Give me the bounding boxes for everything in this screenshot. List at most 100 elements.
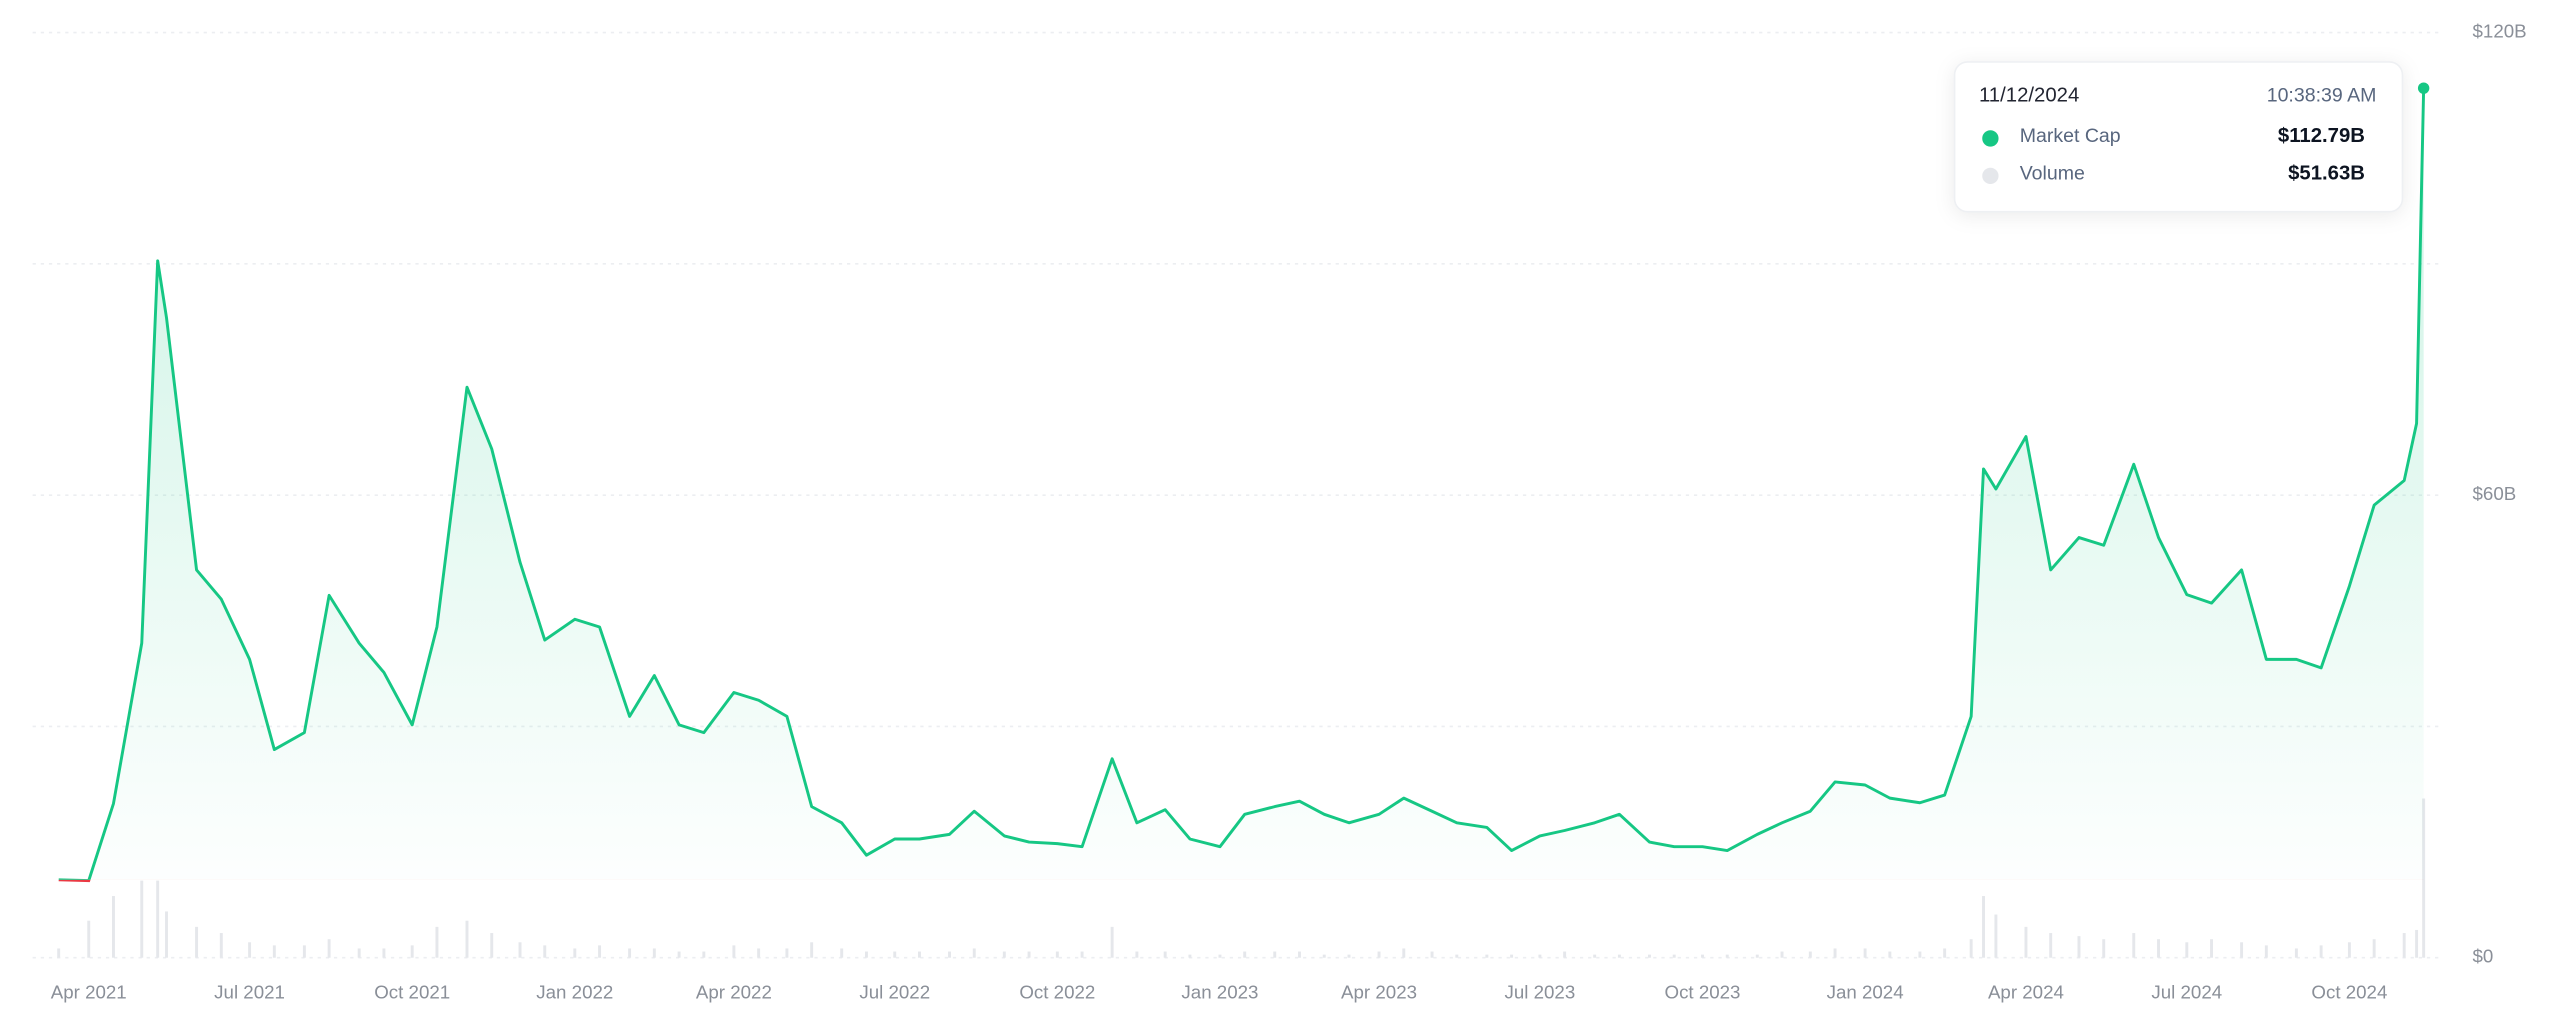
volume-bar	[302, 945, 306, 958]
volume-bar	[1648, 954, 1651, 958]
volume-bar	[2372, 939, 2376, 958]
volume-bar	[1593, 954, 1597, 958]
volume-bar	[702, 951, 706, 958]
volume-bar	[810, 942, 814, 958]
volume-bar	[1377, 951, 1381, 958]
x-tick-label: Apr 2024	[1988, 981, 2064, 1002]
volume-bar	[1055, 951, 1059, 958]
volume-bar	[1725, 954, 1729, 958]
x-tick-label: Apr 2023	[1341, 981, 1417, 1002]
legend-label[interactable]: Volume	[2020, 162, 2085, 184]
volume-bar	[465, 920, 469, 958]
volume-bar	[2319, 945, 2323, 958]
line	[58, 88, 2426, 880]
volume-bar	[1982, 896, 1985, 958]
volume-bar	[57, 948, 61, 958]
volume-bar	[1188, 954, 1192, 958]
volume-bar	[518, 942, 522, 958]
volume-bar	[1863, 948, 1867, 958]
volume-bar	[1002, 951, 1006, 958]
volume-bar	[1780, 951, 1784, 958]
volume-bar	[918, 951, 921, 958]
volume-bar	[677, 951, 681, 958]
legend-label[interactable]: Market Cap	[2020, 125, 2121, 147]
x-tick-label: Oct 2021	[374, 981, 450, 1002]
volume-bar	[628, 948, 632, 958]
volume-bar	[219, 933, 223, 958]
volume-bar	[2077, 936, 2081, 958]
x-tick-label: Jan 2022	[536, 981, 613, 1002]
volume-bar	[1273, 951, 1277, 958]
volume-bar	[382, 948, 386, 958]
volume-bar	[972, 948, 976, 958]
volume-bar	[1672, 954, 1676, 958]
volume-bar	[2240, 942, 2244, 958]
volume-bar	[1510, 954, 1514, 958]
x-tick-label: Oct 2024	[2311, 981, 2387, 1002]
volume-bar	[272, 945, 276, 958]
volume-bar	[2185, 942, 2189, 958]
volume-bar	[1808, 951, 1812, 958]
volume-bar	[1701, 954, 1704, 958]
tooltip-value: $51.63B	[2288, 163, 2365, 185]
volume-bar	[1888, 951, 1892, 958]
volume-bar	[165, 911, 168, 958]
volume-bar	[864, 951, 868, 958]
volume-bar	[1322, 954, 1326, 958]
volume-bar	[785, 948, 789, 958]
volume-bar	[112, 896, 115, 958]
tooltip-date: 11/12/2024	[1979, 84, 2079, 106]
y-tick-label: $0	[2473, 946, 2494, 967]
x-tick-label: Jul 2021	[214, 981, 285, 1002]
volume-bar	[652, 948, 656, 958]
volume-bar	[2264, 945, 2268, 958]
volume-bar	[1298, 951, 1301, 958]
volume-bar	[1430, 951, 1434, 958]
y-tick-label: $120B	[2473, 21, 2527, 42]
volume-bar	[1402, 948, 1406, 958]
volume-bar	[327, 939, 331, 958]
hover-point	[2417, 82, 2430, 94]
legend-marker	[1982, 167, 1999, 185]
x-tick-label: Jul 2022	[859, 981, 930, 1002]
volume-bar	[2157, 939, 2160, 958]
volume-bar	[410, 945, 414, 958]
volume-bar	[1347, 954, 1351, 958]
tooltip-time: 10:38:39 AM	[2267, 84, 2377, 106]
volume-bar	[1918, 951, 1922, 958]
volume-bar	[1994, 914, 1998, 958]
volume-bar	[573, 948, 577, 958]
volume-bar	[1027, 951, 1031, 958]
volume-bar	[1218, 954, 1222, 958]
volume-bar	[1243, 951, 1247, 958]
y-tick-label: $60B	[2473, 483, 2517, 504]
x-tick-label: Oct 2023	[1665, 981, 1741, 1002]
volume-bar	[140, 880, 144, 958]
volume-bar	[2102, 939, 2106, 958]
volume-bar	[1617, 954, 1621, 958]
volume-bar	[1455, 954, 1459, 958]
volume-bar	[1163, 951, 1167, 958]
tooltip-value: $112.79B	[2278, 125, 2365, 147]
legend-marker	[1982, 130, 1999, 147]
volume-bar	[543, 945, 547, 958]
volume-bar	[2347, 942, 2351, 958]
volume-bar	[1080, 951, 1084, 958]
x-tick-label: Oct 2022	[1019, 981, 1095, 1002]
volume-bar	[2415, 929, 2419, 958]
volume-bar	[248, 942, 252, 958]
volume-bar	[893, 951, 897, 958]
volume-bar	[732, 945, 736, 958]
volume-bar	[1538, 954, 1542, 958]
x-tick-label: Apr 2021	[51, 981, 127, 1002]
volume-bar	[1135, 951, 1139, 958]
volume-bar	[1969, 939, 1973, 958]
volume-bar	[840, 948, 844, 958]
volume-bar	[2402, 933, 2406, 958]
x-tick-label: Jan 2024	[1827, 981, 1904, 1002]
tooltip-box	[1953, 61, 2404, 213]
tooltip: 11/12/2024 10:38:39 AM Market Cap $112.7…	[1953, 61, 2404, 213]
volume-bar	[195, 926, 199, 958]
